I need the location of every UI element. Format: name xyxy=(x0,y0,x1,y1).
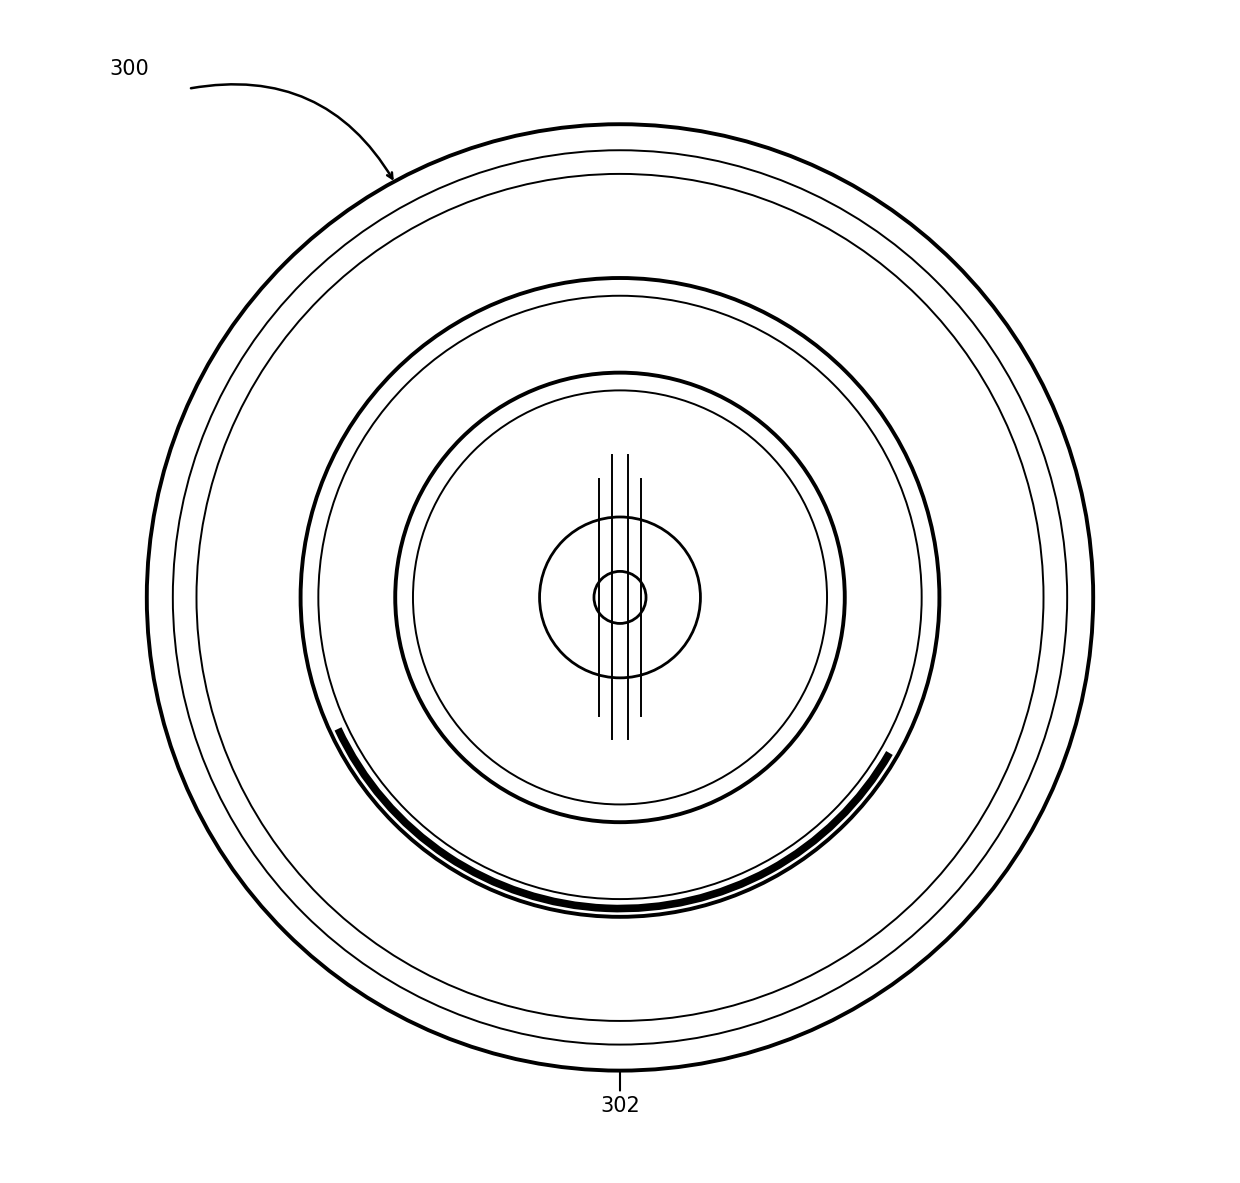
Polygon shape xyxy=(252,754,444,945)
Circle shape xyxy=(846,221,905,280)
Polygon shape xyxy=(236,305,401,471)
Circle shape xyxy=(594,571,646,623)
Text: 304: 304 xyxy=(252,671,384,694)
Circle shape xyxy=(539,517,701,678)
Text: 304: 304 xyxy=(861,845,900,918)
Circle shape xyxy=(937,823,997,883)
Text: 306: 306 xyxy=(233,594,367,613)
Text: 310: 310 xyxy=(296,538,419,560)
Text: 300: 300 xyxy=(109,59,149,78)
Circle shape xyxy=(396,373,844,822)
Circle shape xyxy=(243,312,303,371)
Polygon shape xyxy=(776,774,968,965)
Polygon shape xyxy=(839,724,1004,890)
Polygon shape xyxy=(272,230,464,421)
Circle shape xyxy=(300,278,940,917)
Text: 304: 304 xyxy=(885,419,1030,438)
Text: 308: 308 xyxy=(536,887,621,932)
Text: 302: 302 xyxy=(600,1058,640,1116)
Text: 312: 312 xyxy=(210,736,368,761)
Circle shape xyxy=(335,914,394,974)
Circle shape xyxy=(146,124,1094,1071)
Polygon shape xyxy=(327,816,492,982)
Polygon shape xyxy=(796,250,988,441)
Text: 304: 304 xyxy=(231,419,384,438)
Polygon shape xyxy=(748,213,913,379)
